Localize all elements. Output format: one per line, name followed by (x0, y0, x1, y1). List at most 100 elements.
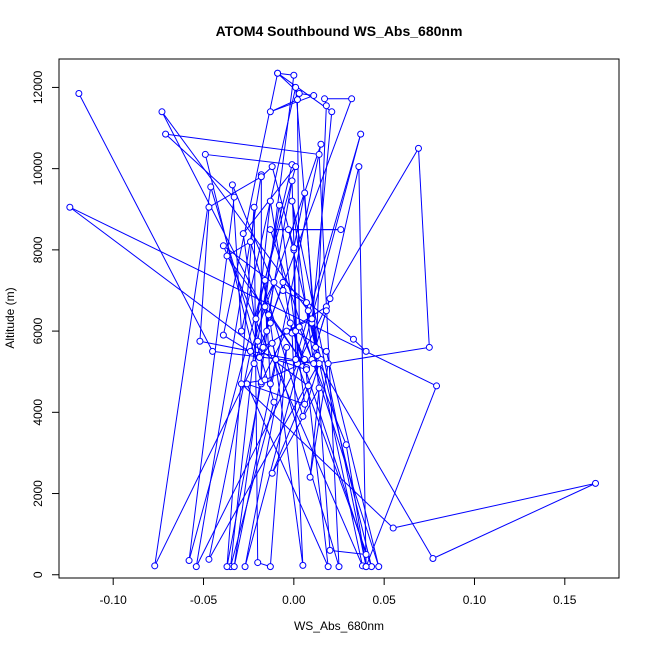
data-point (259, 343, 267, 351)
x-tick-label: -0.05 (190, 593, 218, 607)
series-line-segment (329, 549, 367, 555)
series-line-segment (291, 201, 315, 364)
data-point (272, 356, 280, 364)
data-point (324, 563, 332, 571)
series-line-segment (328, 346, 430, 365)
data-point (268, 339, 276, 347)
series-line-segment (295, 133, 362, 360)
data-point (348, 95, 356, 103)
data-point (302, 366, 310, 374)
data-point (362, 347, 370, 355)
data-point (326, 295, 334, 303)
data-point (196, 337, 204, 345)
data-point (283, 327, 291, 335)
data-point (266, 319, 274, 327)
data-point (326, 546, 334, 554)
series-line-segment (325, 166, 360, 311)
data-point (252, 315, 260, 323)
data-point (355, 163, 363, 171)
data-point (263, 327, 271, 335)
data-point (270, 398, 278, 406)
data-point (205, 203, 213, 211)
data-point (256, 353, 264, 361)
data-point (301, 356, 309, 364)
data-point (414, 144, 422, 152)
series-line-segment (226, 381, 262, 567)
series-line-segment (269, 229, 380, 567)
series-line-segment (165, 133, 235, 198)
data-point (185, 557, 193, 565)
data-point (310, 92, 318, 100)
series-line-segment (271, 343, 340, 567)
y-tick-label: 2000 (31, 480, 45, 507)
series-line-segment (246, 383, 329, 567)
data-point (261, 276, 269, 284)
data-point (312, 343, 320, 351)
data-point (207, 183, 215, 191)
data-point (425, 343, 433, 351)
x-tick-label: 0.15 (553, 593, 577, 607)
data-point (592, 479, 600, 487)
series-line-segment (226, 241, 251, 257)
series-line-segment (154, 363, 255, 567)
series-line-segment (222, 73, 279, 336)
data-point (250, 203, 258, 211)
y-tick-label: 10000 (31, 152, 45, 186)
data-point (268, 163, 276, 171)
data-point (266, 563, 274, 571)
data-point (223, 252, 231, 260)
series-line-segment (244, 347, 288, 567)
data-point (322, 102, 330, 110)
series-line-segment (296, 99, 300, 328)
data-point (362, 550, 370, 558)
data-point (299, 412, 307, 420)
series-line-segment (302, 363, 320, 417)
data-point (266, 226, 274, 234)
series-line-segment (250, 144, 322, 352)
series-line-segment (309, 387, 320, 478)
data-point (328, 108, 336, 116)
data-point (389, 524, 397, 532)
data-point (315, 150, 323, 158)
series-line-segment (325, 351, 380, 567)
data-point (265, 311, 273, 319)
series-line-segment (329, 148, 419, 299)
data-point (219, 331, 227, 339)
series-line-segment (250, 241, 304, 417)
data-point (284, 226, 292, 234)
series-line-segment (275, 359, 307, 371)
data-point (322, 347, 330, 355)
series-line-segment (271, 166, 295, 248)
data-point (321, 95, 329, 103)
data-point (250, 360, 258, 368)
series-line-segment (260, 330, 288, 383)
data-point (230, 193, 238, 201)
series-line-segment (304, 359, 329, 567)
data-point (237, 327, 245, 335)
data-point (162, 130, 170, 138)
series-line-segment (432, 482, 596, 559)
x-tick-label: 0.10 (463, 593, 487, 607)
data-point (375, 563, 383, 571)
data-point (286, 319, 294, 327)
data-point (295, 323, 303, 331)
data-point (270, 278, 278, 286)
series-line-segment (195, 306, 327, 567)
data-point (433, 382, 441, 390)
data-point (275, 201, 283, 209)
data-point (315, 384, 323, 392)
data-point (283, 343, 291, 351)
data-point (292, 356, 300, 364)
series-line-segment (315, 105, 327, 364)
series-line-segment (208, 176, 262, 208)
data-point (288, 197, 296, 205)
data-point (313, 351, 321, 359)
series-line-segment (246, 383, 305, 405)
data-point (261, 303, 269, 311)
series-points (66, 69, 600, 571)
series-line-segment (309, 363, 329, 478)
data-point (308, 315, 316, 323)
data-point (302, 299, 310, 307)
data-point (266, 197, 274, 205)
